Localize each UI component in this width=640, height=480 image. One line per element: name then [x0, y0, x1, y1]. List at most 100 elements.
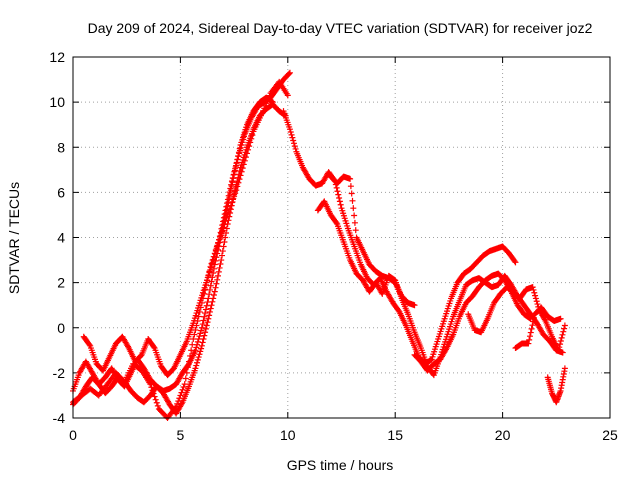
data-point [152, 396, 159, 403]
y-tick-label: 12 [49, 49, 65, 65]
data-point [555, 347, 562, 354]
data-point [196, 333, 203, 340]
data-point [198, 324, 205, 331]
y-tick-label: 2 [57, 275, 65, 291]
data-point [201, 290, 208, 297]
data-point [222, 207, 229, 214]
data-point [147, 381, 154, 388]
y-tick-label: -2 [53, 365, 66, 381]
data-point [226, 189, 233, 196]
data-point [236, 176, 243, 183]
x-tick-label: 15 [387, 427, 403, 443]
data-point [174, 400, 181, 407]
data-point [337, 201, 344, 208]
data-point [217, 261, 224, 268]
data-point [227, 202, 234, 209]
data-point [205, 315, 212, 322]
data-point [199, 295, 206, 302]
data-point [208, 278, 215, 285]
data-point [194, 359, 201, 366]
data-point [198, 299, 205, 306]
x-tick-label: 5 [177, 427, 185, 443]
data-point [559, 331, 566, 338]
data-point [193, 322, 200, 329]
data-point [148, 384, 155, 391]
data-point [527, 315, 534, 322]
data-point [190, 336, 197, 343]
data-point [210, 253, 217, 260]
data-point [347, 183, 354, 190]
data-point [228, 178, 235, 185]
data-point [195, 313, 202, 320]
data-point [150, 390, 157, 397]
series-sat-j [512, 304, 564, 352]
data-point [240, 136, 247, 143]
data-point [209, 257, 216, 264]
series-sat-d [70, 78, 291, 421]
data-point [192, 327, 199, 334]
data-point [197, 304, 204, 311]
data-point [221, 221, 228, 228]
data-point [557, 338, 564, 345]
data-point [193, 344, 200, 351]
data-point [219, 227, 226, 234]
data-point [223, 215, 230, 222]
y-tick-label: 8 [57, 139, 65, 155]
data-point [204, 299, 211, 306]
series-sat-k [544, 365, 568, 406]
data-point [347, 175, 354, 182]
series-sat-h [411, 270, 534, 374]
data-point [334, 188, 341, 195]
data-point [288, 131, 295, 138]
data-point [531, 289, 538, 296]
data-point [292, 145, 299, 152]
data-point [224, 196, 231, 203]
series-sat-i [465, 284, 568, 354]
data-point [526, 336, 533, 343]
data-point [557, 341, 564, 348]
data-point [348, 190, 355, 197]
data-point [242, 154, 249, 161]
data-point [525, 340, 532, 347]
data-point [191, 331, 198, 338]
data-point [239, 165, 246, 172]
y-axis-label: SDTVAR / TECUs [6, 182, 22, 294]
data-point [528, 325, 535, 332]
data-point [530, 286, 537, 293]
data-point [217, 233, 224, 240]
data-point [231, 168, 238, 175]
data-point [352, 227, 359, 234]
data-point [351, 212, 358, 219]
data-point [287, 129, 294, 136]
data-point [216, 236, 223, 243]
plot-frame [72, 56, 611, 419]
data-point [151, 393, 158, 400]
data-point [289, 134, 296, 141]
data-point [234, 183, 241, 190]
data-point [197, 330, 204, 337]
data-point [230, 196, 237, 203]
data-point [290, 137, 297, 144]
data-point [201, 313, 208, 320]
data-point [86, 341, 93, 348]
data-point [224, 211, 231, 218]
data-point [532, 292, 539, 299]
data-point [235, 179, 242, 186]
data-point [237, 172, 244, 179]
data-point [153, 399, 160, 406]
data-point [219, 248, 226, 255]
data-point [189, 341, 196, 348]
data-point [218, 257, 225, 264]
data-point [286, 126, 293, 133]
data-point [232, 162, 239, 169]
data-point [530, 318, 537, 325]
data-point [206, 291, 213, 298]
data-point [214, 240, 221, 247]
data-point [212, 246, 219, 253]
data-point [238, 141, 245, 148]
series-sat-g [327, 173, 418, 309]
data-point [214, 276, 221, 283]
data-point [196, 351, 203, 358]
data-point [199, 321, 206, 328]
data-point [290, 140, 297, 147]
